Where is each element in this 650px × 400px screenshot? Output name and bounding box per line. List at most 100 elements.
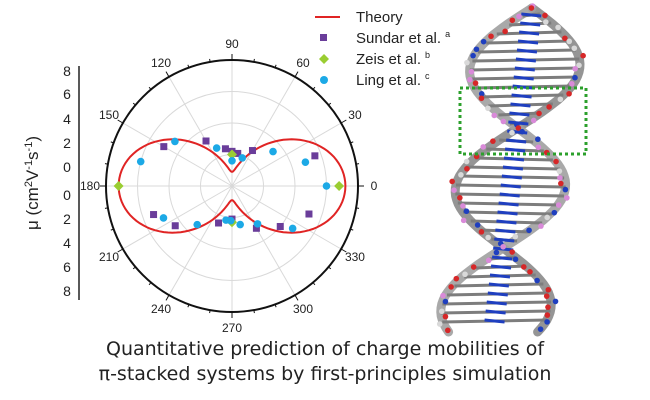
atom — [509, 17, 516, 24]
grid-spoke — [231, 122, 342, 187]
atom — [536, 110, 542, 117]
atom — [571, 45, 578, 52]
base-nitrogen — [510, 102, 531, 108]
atom — [576, 62, 582, 69]
atom — [562, 35, 568, 42]
angle-tick-mark — [187, 304, 190, 308]
angle-tick-mark — [340, 248, 347, 253]
atom — [545, 304, 551, 310]
ling-point — [159, 214, 168, 222]
angle-tick-mark — [294, 294, 299, 301]
atom — [468, 68, 475, 75]
angle-tick-label: 90 — [225, 37, 239, 51]
sundar-point — [202, 137, 210, 145]
atom — [464, 59, 470, 66]
dna-helix-image — [436, 3, 586, 337]
angle-tick-mark — [350, 228, 354, 231]
base-nitrogen — [516, 48, 538, 54]
grid-spoke — [122, 122, 233, 187]
base-nitrogen — [504, 147, 526, 153]
angle-tick-mark — [274, 64, 277, 68]
ling-point — [301, 158, 310, 166]
angle-tick-mark — [209, 58, 211, 63]
atom — [520, 264, 527, 270]
atom — [519, 128, 525, 135]
legend: Theory Sundar et al. a Zeis et al. b Ling … — [315, 9, 450, 89]
atom — [460, 203, 466, 209]
atom — [542, 19, 549, 25]
angle-tick-mark — [165, 294, 170, 301]
atom — [478, 95, 485, 102]
angle-tick-label: 300 — [293, 302, 313, 316]
ling-point — [228, 157, 236, 165]
atom — [440, 292, 446, 299]
atom — [544, 319, 550, 325]
atom — [438, 308, 445, 315]
atom — [470, 52, 476, 59]
base-nitrogen — [485, 309, 506, 315]
radial-axis: 8 6 4 2 0 0 2 4 6 8 μ (cm2V-1s-1) — [23, 63, 80, 300]
atom — [509, 249, 515, 255]
angle-tick-mark — [253, 309, 255, 314]
angle-tick-label: 210 — [99, 250, 119, 264]
angle-tick-mark — [187, 64, 190, 68]
atom — [470, 264, 477, 270]
radial-tick-label: 8 — [63, 63, 71, 79]
angle-tick-label: 30 — [348, 108, 362, 122]
atom — [545, 286, 552, 293]
atom — [558, 180, 564, 187]
legend-theory-label: Theory — [356, 9, 403, 26]
angle-tick-mark — [312, 282, 316, 286]
polar-grid — [100, 54, 364, 318]
base-nitrogen — [500, 183, 521, 189]
atom — [485, 105, 491, 112]
radial-tick-label: 6 — [63, 259, 71, 275]
atom — [491, 112, 498, 119]
data-points — [113, 137, 345, 233]
base-nitrogen — [509, 111, 530, 117]
atom — [553, 158, 559, 165]
atom — [557, 96, 564, 103]
atom — [537, 326, 544, 332]
sundar-point — [215, 219, 223, 227]
atom — [535, 144, 542, 151]
angle-tick-mark — [340, 119, 347, 124]
base-nitrogen — [511, 93, 532, 99]
base-nitrogen — [496, 219, 517, 225]
base-nitrogen — [506, 138, 527, 144]
ling-point — [193, 220, 202, 229]
base-nitrogen — [521, 12, 542, 18]
atom — [534, 277, 540, 284]
angle-tick-mark — [274, 304, 277, 308]
angle-tick-mark — [148, 86, 152, 90]
atom — [457, 195, 463, 201]
sundar-point — [248, 147, 256, 155]
atom — [442, 313, 449, 320]
angle-tick-mark — [104, 163, 109, 165]
grid-spoke — [231, 76, 296, 187]
grid-spoke — [168, 76, 233, 187]
angle-tick-mark — [328, 102, 332, 106]
ling-point — [288, 224, 297, 233]
base-nitrogen — [486, 300, 507, 306]
atom — [516, 13, 522, 20]
sundar-point — [311, 152, 319, 160]
base-nitrogen — [494, 237, 515, 243]
atom — [463, 208, 470, 215]
angle-tick-mark — [165, 71, 170, 78]
atom — [444, 327, 451, 334]
radial-tick-label: 4 — [63, 235, 71, 251]
atom — [555, 24, 561, 31]
sundar-point — [150, 211, 158, 219]
base-nitrogen — [503, 156, 525, 162]
atom — [556, 168, 563, 174]
angle-tick-mark — [104, 207, 109, 209]
helix-backbone-strand — [450, 3, 585, 337]
base-nitrogen — [495, 228, 516, 234]
atom — [500, 243, 506, 250]
atom — [488, 33, 494, 40]
radial-tick-label: 2 — [63, 211, 71, 227]
atom — [490, 138, 496, 144]
atom — [509, 129, 515, 136]
ling-point — [236, 220, 244, 229]
